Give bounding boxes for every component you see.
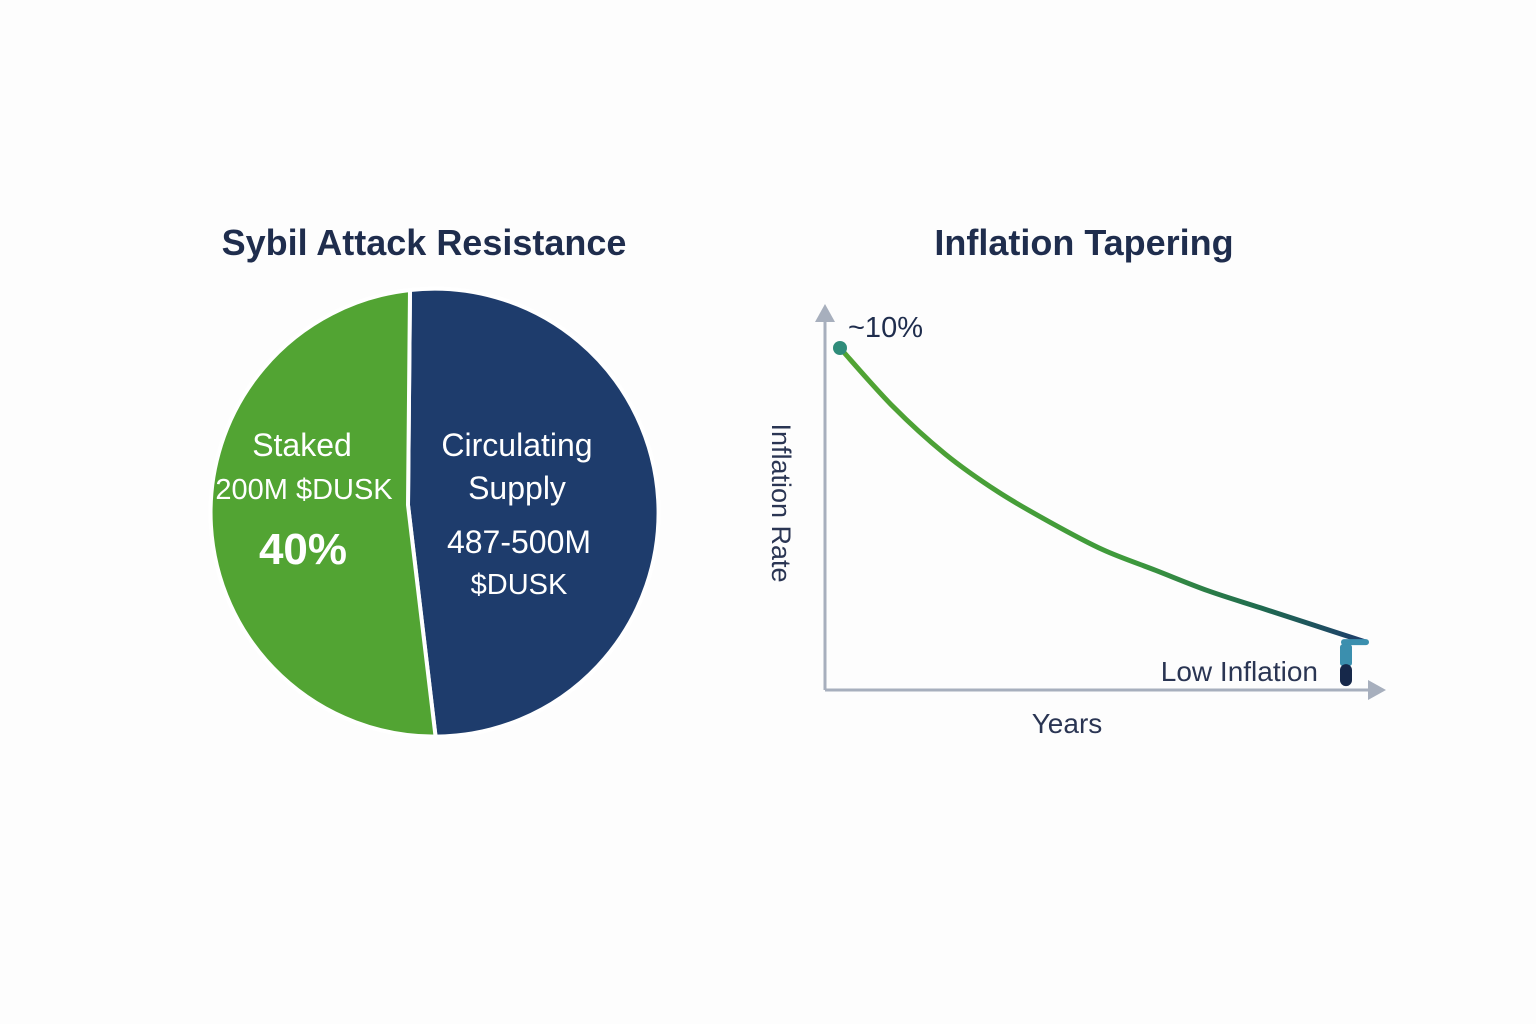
end-value-label: Low Inflation xyxy=(1161,656,1318,687)
line-chart-title: Inflation Tapering xyxy=(934,222,1234,263)
staked-percent-label: 40% xyxy=(259,525,347,574)
y-axis-label: Inflation Rate xyxy=(766,423,796,582)
circulating-name-label-line2: Supply xyxy=(468,470,566,506)
y-axis-arrow-icon xyxy=(815,304,835,322)
x-axis-label: Years xyxy=(1032,708,1103,739)
pie-slice-circulating-supply xyxy=(406,286,661,739)
start-value-label: ~10% xyxy=(848,312,923,344)
circulating-amount-label-line1: 487-500M xyxy=(447,524,591,560)
pie-slice-staked xyxy=(208,288,438,739)
start-point-marker xyxy=(833,341,847,355)
inflation-curve xyxy=(837,345,1369,645)
circulating-name-label-line1: Circulating xyxy=(441,427,592,463)
pie-chart-title: Sybil Attack Resistance xyxy=(221,222,627,263)
end-point-marker xyxy=(1340,639,1369,687)
circulating-amount-label-line2: $DUSK xyxy=(471,569,568,601)
x-axis-arrow-icon xyxy=(1368,680,1386,700)
staked-amount-label: 200M $DUSK xyxy=(215,474,393,506)
staked-name-label: Staked xyxy=(252,427,352,463)
line-chart-axes xyxy=(815,304,1386,700)
